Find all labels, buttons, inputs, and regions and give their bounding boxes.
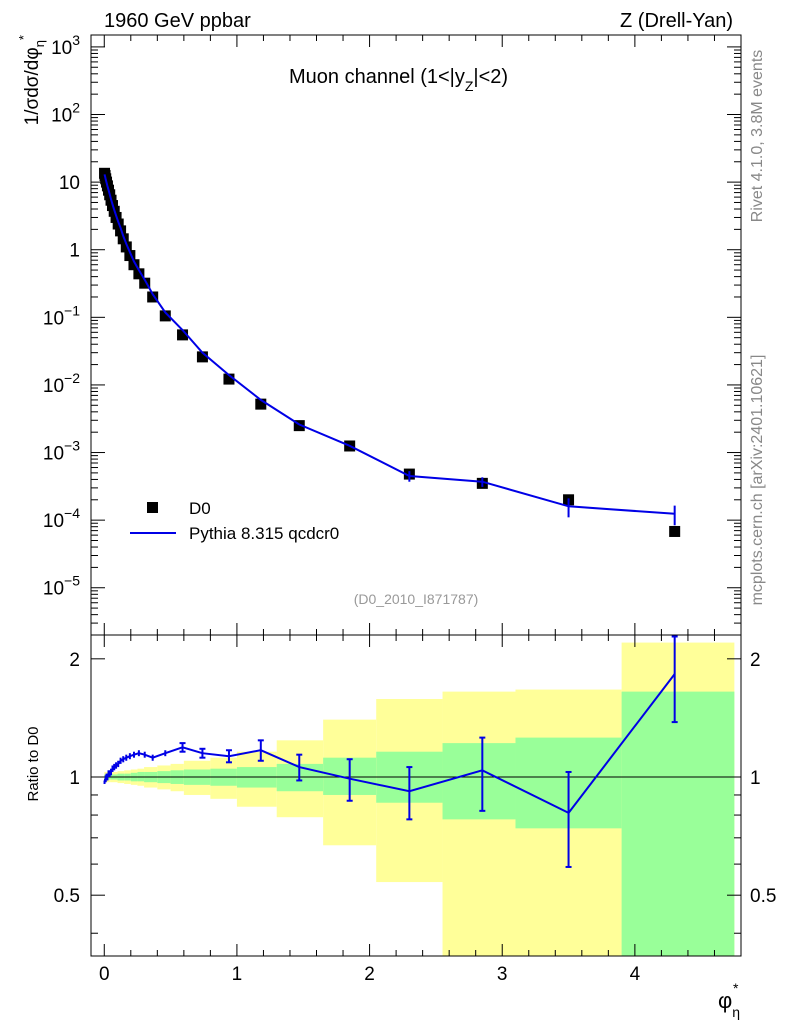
y-tick-label-5: 10−2: [43, 370, 80, 397]
x-axis-title: φη *: [718, 980, 740, 1020]
y-axis-title-sub: η: [32, 40, 47, 47]
y-tick-label-exp-5: −2: [64, 370, 80, 386]
x-tick-label-3: 3: [497, 964, 508, 985]
band-green-17: [621, 691, 735, 956]
channel-title-main: Muon channel (1<|y: [289, 66, 465, 88]
data-point-21: [177, 329, 189, 341]
data-point-20: [159, 310, 171, 322]
y-tick-label-base-6: 10: [43, 444, 64, 465]
y-tick-label-base-5: 10: [43, 376, 64, 397]
channel-title-end: |<2): [473, 66, 508, 88]
data-point-19: [147, 291, 159, 303]
analysis-id: (D0_2010_I871787): [354, 591, 479, 607]
x-tick-label-1: 1: [232, 964, 243, 985]
ratio-y-tick-label-l-1: 1: [69, 768, 80, 789]
legend-mc-label: Pythia 8.315 qcdcr0: [189, 524, 339, 543]
y-tick-label-0: 103: [51, 32, 80, 59]
x-tick-label-0: 0: [99, 964, 110, 985]
data-point-30: [669, 525, 681, 537]
legend: D0 Pythia 8.315 qcdcr0: [130, 499, 339, 543]
data-point-18: [139, 277, 151, 289]
y-tick-label-base-0: 10: [51, 38, 72, 59]
y-tick-label-exp-8: −5: [64, 573, 80, 589]
data-point-24: [255, 398, 267, 410]
ratio-y-tick-label-r-0.5: 0.5: [750, 886, 776, 907]
x-tick-label-2: 2: [364, 964, 375, 985]
x-axis-title-sup: *: [733, 980, 739, 996]
y-tick-label-base-8: 10: [43, 579, 64, 600]
x-tick-label-4: 4: [630, 964, 641, 985]
y-tick-label-exp-4: −1: [64, 302, 80, 318]
ratio-y-tick-label-r-1: 1: [750, 768, 761, 789]
data-point-25: [293, 420, 305, 432]
x-axis-title-main: φ: [718, 988, 732, 1013]
main-series: [99, 167, 681, 537]
y-axis-title: 1/σdσ/dφη*: [16, 35, 47, 125]
data-point-17: [133, 268, 145, 280]
ratio-y-axis-title: Ratio to D0: [25, 726, 42, 801]
y-tick-label-7: 10−4: [43, 505, 80, 532]
y-axis-title-main: 1/σdσ/dφ: [22, 47, 43, 125]
data-point-13: [117, 233, 129, 245]
ratio-series: [103, 635, 678, 868]
rivet-info: Rivet 4.1.0, 3.8M events: [749, 50, 766, 223]
y-tick-label-exp-0: 3: [72, 32, 80, 48]
ratio-y-tick-label-l-2: 2: [69, 650, 80, 671]
legend-data-label: D0: [189, 499, 211, 518]
y-tick-label-base-4: 10: [43, 308, 64, 329]
data-point-14: [120, 241, 132, 253]
ratio-plot-frame: [90, 634, 742, 957]
y-tick-label-exp-6: −3: [64, 438, 80, 454]
band-yellow-15: [442, 691, 516, 956]
y-tick-label-8: 10−5: [43, 573, 80, 600]
data-point-16: [128, 259, 140, 271]
y-axis-title-sup: *: [16, 35, 31, 40]
data-point-22: [196, 351, 208, 363]
mc-line: [103, 174, 675, 515]
y-tick-label-1: 102: [51, 100, 80, 127]
y-tick-label-base-1: 10: [51, 106, 72, 127]
ratio-uncertainty-bands: [91, 642, 741, 956]
y-tick-label-2: 10: [59, 173, 80, 194]
y-tick-label-exp-7: −4: [64, 505, 80, 521]
ratio-line: [103, 673, 676, 815]
channel-title-sub: Z: [465, 78, 474, 94]
y-tick-label-base-7: 10: [43, 511, 64, 532]
ratio-y-tick-label-r-2: 2: [750, 650, 761, 671]
data-point-15: [124, 250, 136, 262]
plot-frames: [90, 34, 742, 957]
ratio-y-tick-label-l-0.5: 0.5: [54, 886, 80, 907]
y-tick-label-3: 1: [69, 241, 80, 262]
x-axis-title-sub: η: [732, 1004, 740, 1020]
legend-data-marker: [147, 502, 158, 513]
header-left: 1960 GeV ppbar: [104, 10, 251, 32]
axis-ticks: [91, 35, 742, 956]
y-tick-label-4: 10−1: [43, 302, 80, 329]
channel-title: Muon channel (1<|yZ|<2): [289, 66, 508, 94]
y-tick-label-exp-1: 2: [72, 100, 80, 116]
data-point-23: [223, 373, 235, 385]
main-plot-frame: [90, 34, 742, 636]
y-tick-label-6: 10−3: [43, 438, 80, 465]
mcplots-info: mcplots.cern.ch [arXiv:2401.10621]: [749, 355, 766, 606]
header-right: Z (Drell-Yan): [620, 10, 733, 32]
